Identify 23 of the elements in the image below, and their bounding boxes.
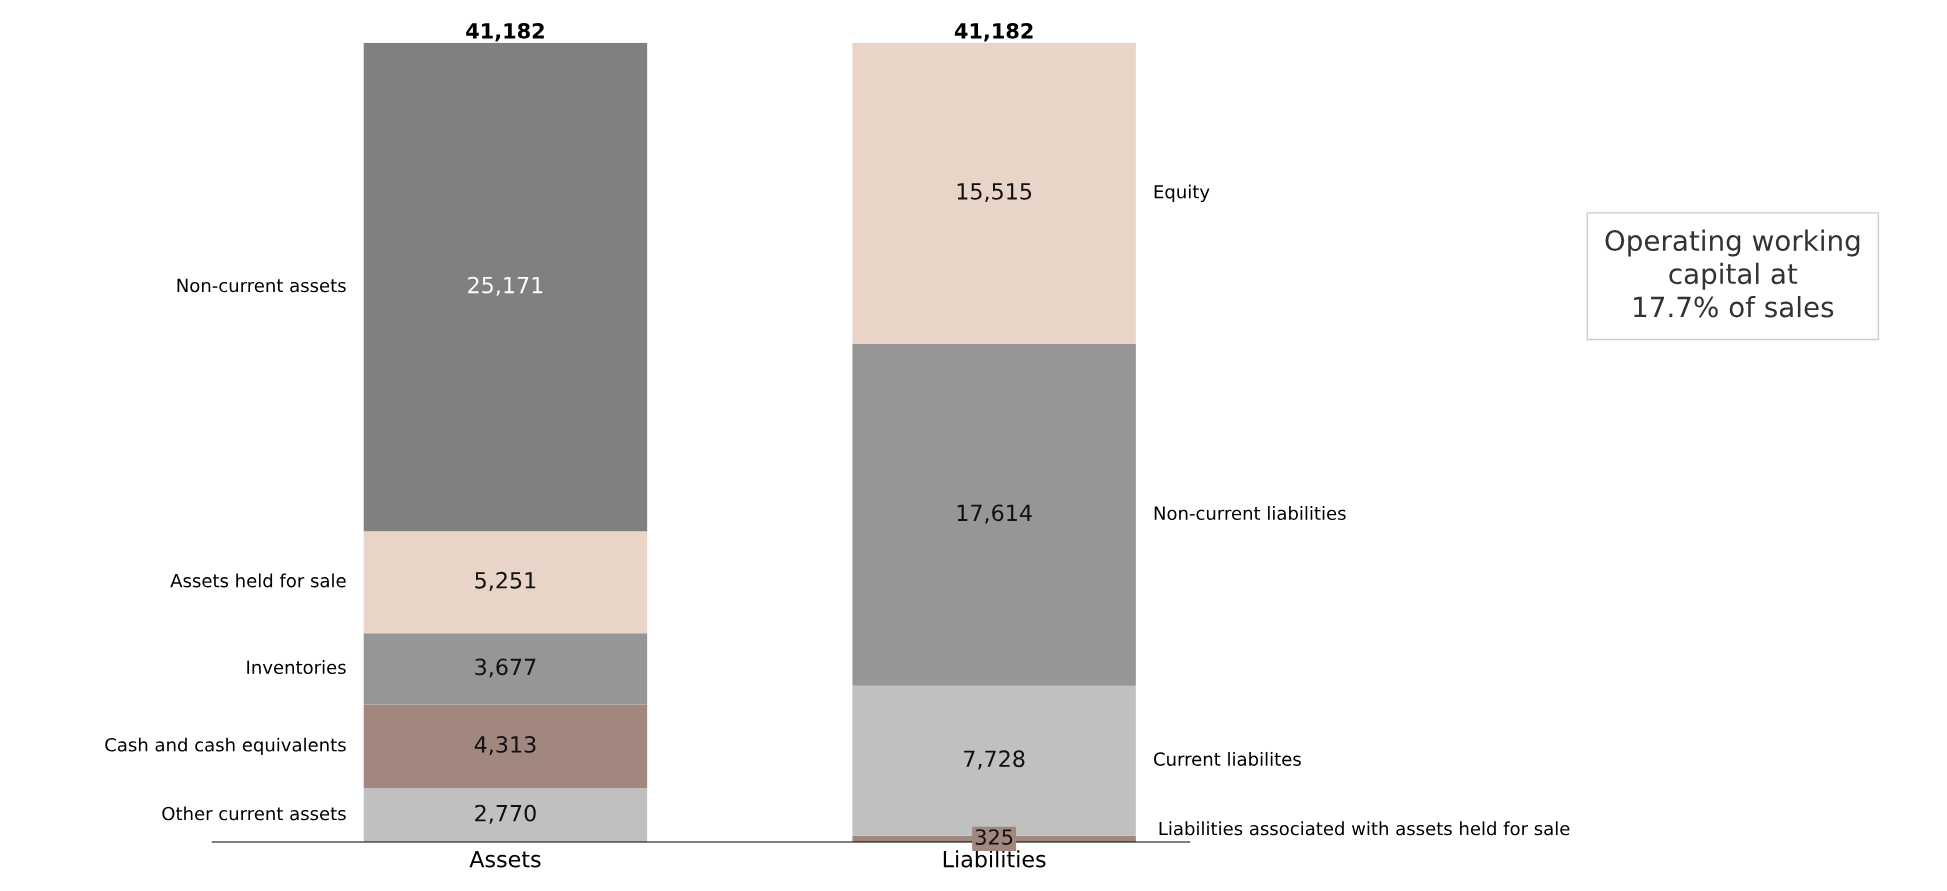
data-label: 17,614 — [957, 504, 1032, 524]
data-label: 7,728 — [964, 750, 1025, 770]
text: Operating working capital at 17.7% of sales — [1605, 229, 1860, 318]
series-label: Other current assets — [162, 806, 346, 821]
series-label: Cash and cash equivalents — [105, 737, 346, 756]
series-label: Assets held for sale — [170, 573, 346, 588]
data-label: 4,313 — [474, 736, 536, 756]
series-label: Liabilities associated with assets held for sale — [1159, 821, 1570, 836]
data-label: 25,171 — [468, 276, 543, 296]
data-label: 2,770 — [475, 804, 536, 824]
series-label: Inventories — [247, 660, 346, 675]
x-tick-label: Liabilities — [943, 850, 1046, 868]
total-label: 41,182 — [954, 22, 1033, 42]
series-label: Non-current liabilities — [1154, 506, 1346, 521]
x-tick-label: Assets — [469, 851, 541, 868]
data-label: 15,515 — [957, 183, 1032, 203]
data-label: 325 — [975, 829, 1013, 845]
series-label: Equity — [1154, 184, 1210, 203]
data-label: 3,677 — [475, 658, 536, 678]
series-label: Non-current assets — [177, 278, 346, 293]
data-label: 5,251 — [475, 571, 536, 591]
total-label: 41,182 — [466, 22, 544, 42]
series-label: Current liabilites — [1153, 751, 1301, 766]
